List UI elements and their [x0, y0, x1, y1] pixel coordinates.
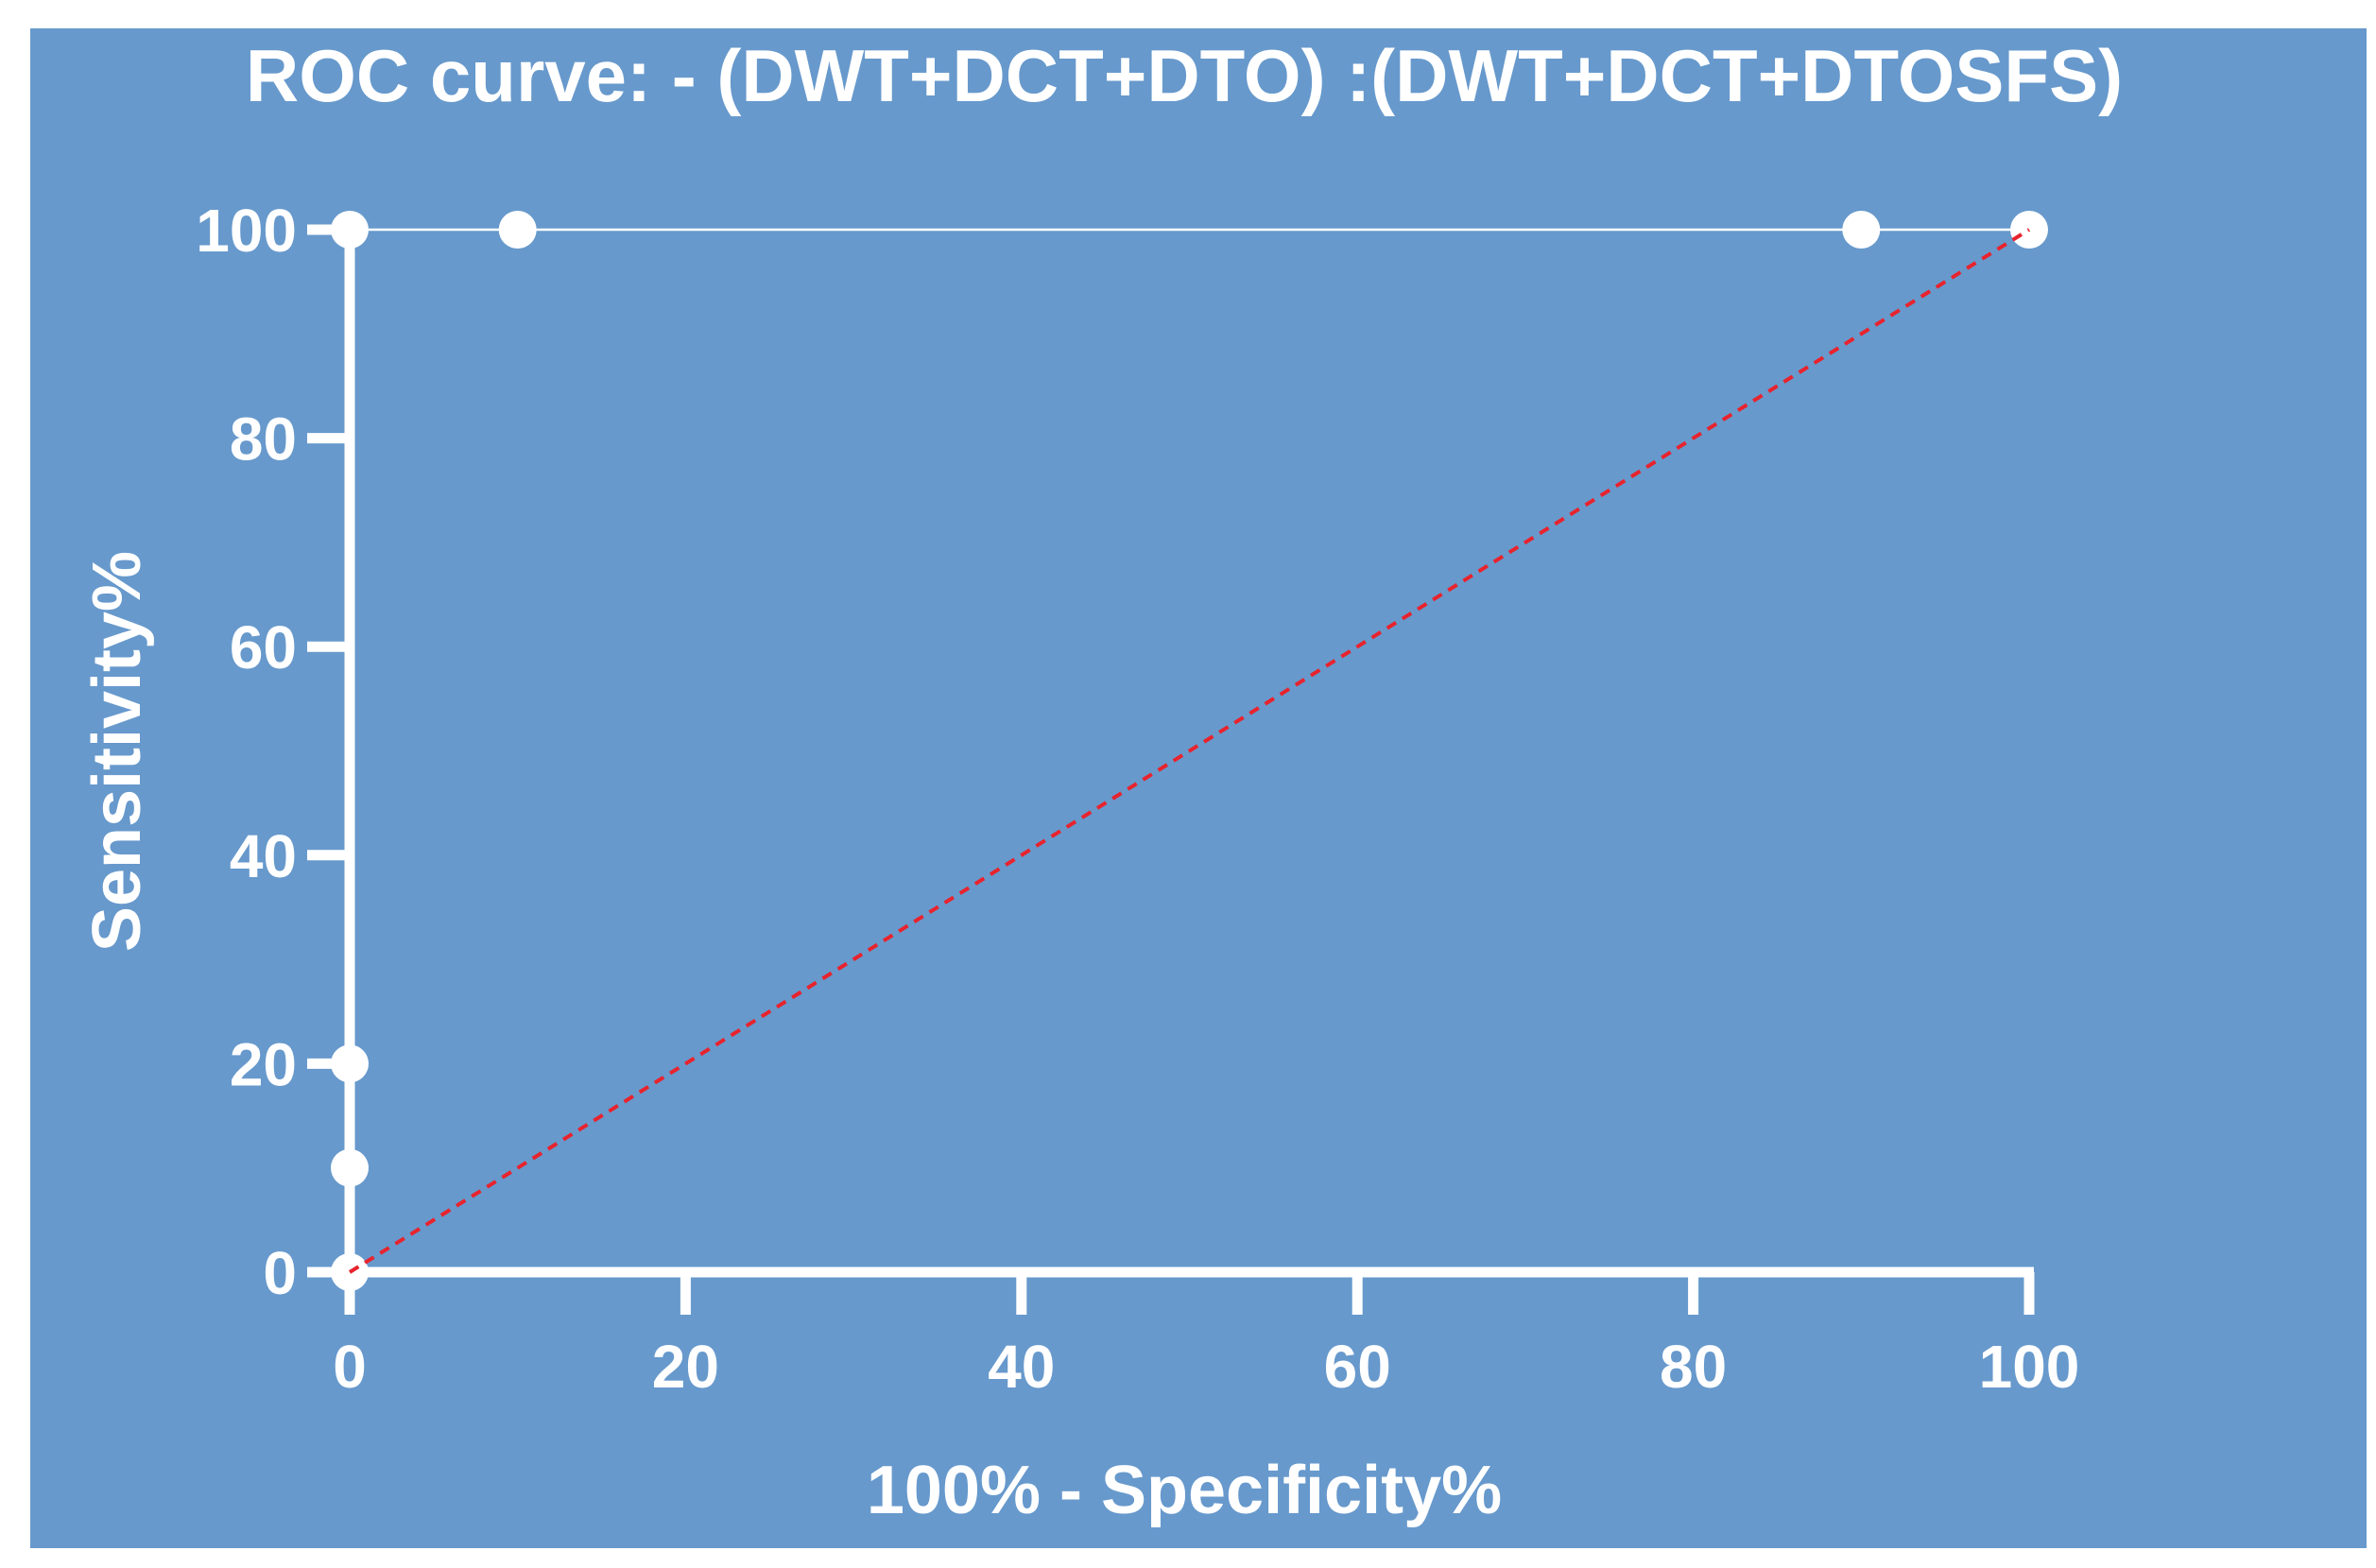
chart-title: ROC curve: - (DWT+DCT+DTO) :(DWT+DCT+DTO… — [246, 34, 2123, 117]
roc-data-point — [498, 211, 537, 249]
x-tick-label: 20 — [652, 1333, 719, 1401]
axis-ticks: 0 20 40 60 80 100 0 20 40 60 80 100 — [196, 197, 2079, 1401]
series — [331, 211, 2048, 1291]
x-tick-label: 60 — [1324, 1333, 1391, 1401]
y-tick-label: 20 — [230, 1030, 297, 1098]
x-tick-label: 40 — [988, 1333, 1055, 1401]
y-tick-label: 80 — [230, 405, 297, 474]
roc-data-point — [331, 1044, 369, 1083]
y-tick-label: 60 — [230, 613, 297, 681]
x-axis-label: 100% - Specificity% — [867, 1453, 1502, 1528]
chart-background — [30, 28, 2367, 1548]
x-tick-label: 80 — [1660, 1333, 1727, 1401]
y-tick-label: 40 — [230, 822, 297, 890]
reference-line — [348, 228, 2031, 1274]
x-tick-label: 100 — [1979, 1333, 2080, 1401]
roc-data-point — [331, 1148, 369, 1187]
x-tick-label: 0 — [333, 1333, 367, 1401]
roc-data-point — [1842, 211, 1881, 249]
y-tick-label: 100 — [196, 197, 297, 265]
roc-data-point — [331, 211, 369, 249]
y-axis-label: Sensitivity% — [79, 551, 155, 952]
y-tick-label: 0 — [263, 1239, 297, 1307]
